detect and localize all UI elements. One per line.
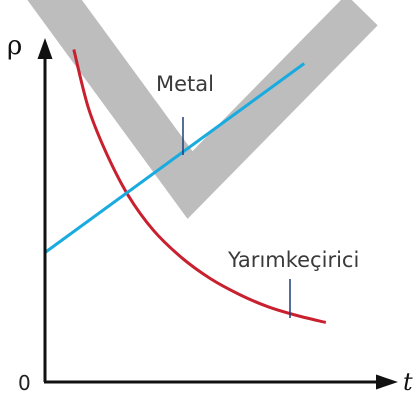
highlight-band bbox=[27, 0, 378, 219]
semiconductor-series-line bbox=[72, 49, 327, 324]
y-axis-label: ρ bbox=[7, 31, 22, 61]
origin-label: 0 bbox=[18, 371, 31, 395]
y-axis-arrow bbox=[37, 38, 53, 59]
metal-label: Metal bbox=[156, 72, 214, 96]
series-layer bbox=[44, 49, 327, 324]
x-axis-arrow bbox=[376, 374, 398, 390]
x-axis-label: t bbox=[403, 368, 413, 395]
semiconductor-label: Yarımkeçirici bbox=[227, 248, 359, 272]
metal-series-line bbox=[44, 62, 306, 254]
